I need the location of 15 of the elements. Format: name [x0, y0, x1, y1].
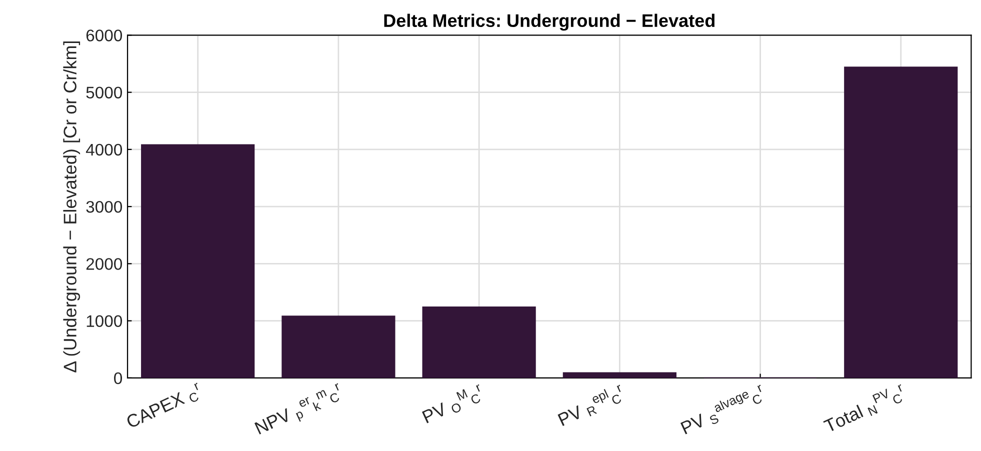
x-tick-label: CAPEX $_{C}$$^{r}$: [125, 382, 204, 432]
y-tick-label: 1000: [86, 315, 122, 328]
y-tick-label: 5000: [86, 86, 122, 99]
y-tick-label: 6000: [86, 30, 122, 42]
y-tick-label: 3000: [86, 200, 122, 213]
x-tick-label: PV $_{S}$$^{alvage}$$_{C}$$^{r}$: [679, 382, 768, 437]
x-tick-label: NPV $_{p}$$^{er}$$_{k}$$^{m}$$_{C}$$^{r}$: [254, 383, 346, 440]
y-tick-label: 4000: [86, 144, 122, 156]
y-tick-label: 2000: [86, 258, 122, 270]
x-tick-label: PV $_{R}$$^{epl}$$_{C}$$^{r}$: [556, 382, 627, 429]
y-axis-title: Δ (Underground − Elevated) [Cr or Cr/km]: [63, 42, 80, 372]
x-tick-label: PV $_{O}$$^{M}$$_{C}$$^{r}$: [420, 382, 486, 426]
y-tick-label: 0: [114, 372, 122, 384]
chart-title: Delta Metrics: Underground − Elevated: [384, 14, 714, 31]
x-tick-label: Total $_{N}$$^{PV}$$_{C}$$^{r}$: [822, 382, 908, 436]
